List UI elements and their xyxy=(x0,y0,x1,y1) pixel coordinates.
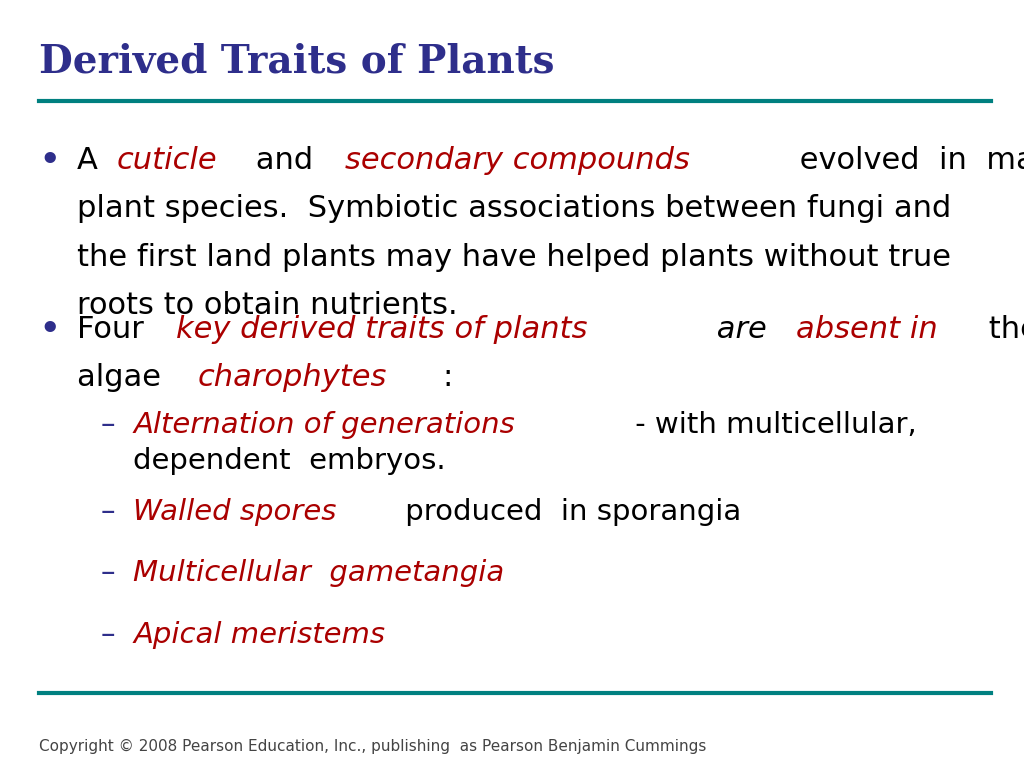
Text: :: : xyxy=(442,363,453,392)
Text: –: – xyxy=(100,411,115,439)
Text: absent in: absent in xyxy=(797,315,938,344)
Text: key derived traits of plants: key derived traits of plants xyxy=(176,315,587,344)
Text: algae: algae xyxy=(77,363,171,392)
Text: evolved  in  many: evolved in many xyxy=(791,146,1024,175)
Text: Alternation of generations: Alternation of generations xyxy=(133,411,515,439)
Text: Derived Traits of Plants: Derived Traits of Plants xyxy=(39,42,554,80)
Text: Multicellular  gametangia: Multicellular gametangia xyxy=(133,559,505,587)
Text: Copyright © 2008 Pearson Education, Inc., publishing  as Pearson Benjamin Cummin: Copyright © 2008 Pearson Education, Inc.… xyxy=(39,739,707,754)
Text: A: A xyxy=(77,146,108,175)
Text: the first land plants may have helped plants without true: the first land plants may have helped pl… xyxy=(77,243,951,272)
Text: the green: the green xyxy=(979,315,1024,344)
Text: secondary compounds: secondary compounds xyxy=(345,146,690,175)
Text: are: are xyxy=(707,315,776,344)
Text: –: – xyxy=(100,559,115,587)
Text: cuticle: cuticle xyxy=(117,146,217,175)
Text: dependent  embryos.: dependent embryos. xyxy=(133,447,445,475)
Text: –: – xyxy=(100,621,115,648)
Text: •: • xyxy=(39,315,59,346)
Text: - with multicellular,: - with multicellular, xyxy=(626,411,916,439)
Text: produced  in sporangia: produced in sporangia xyxy=(395,498,740,525)
Text: Walled spores: Walled spores xyxy=(133,498,337,525)
Text: Four: Four xyxy=(77,315,154,344)
Text: roots to obtain nutrients.: roots to obtain nutrients. xyxy=(77,291,458,320)
Text: charophytes: charophytes xyxy=(198,363,387,392)
Text: and: and xyxy=(246,146,323,175)
Text: Apical meristems: Apical meristems xyxy=(133,621,385,648)
Text: •: • xyxy=(39,146,59,177)
Text: –: – xyxy=(100,498,115,525)
Text: plant species.  Symbiotic associations between fungi and: plant species. Symbiotic associations be… xyxy=(77,194,951,223)
